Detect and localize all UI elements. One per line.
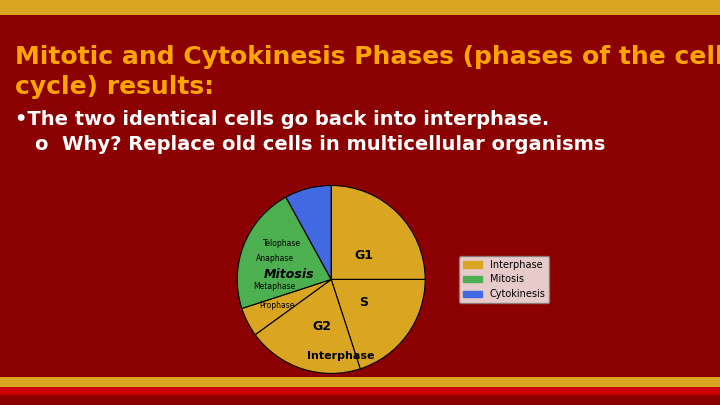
Wedge shape — [242, 279, 331, 335]
Text: S: S — [359, 296, 369, 309]
Text: Anaphase: Anaphase — [256, 254, 294, 263]
Text: Telophase: Telophase — [264, 239, 302, 248]
Wedge shape — [331, 279, 426, 369]
Text: Prophase: Prophase — [259, 301, 294, 310]
Wedge shape — [331, 185, 426, 279]
Legend: Interphase, Mitosis, Cytokinesis: Interphase, Mitosis, Cytokinesis — [459, 256, 549, 303]
Wedge shape — [238, 197, 331, 309]
Text: •The two identical cells go back into interphase.: •The two identical cells go back into in… — [15, 110, 549, 129]
FancyBboxPatch shape — [0, 377, 720, 387]
Text: Mitosis: Mitosis — [264, 268, 314, 281]
Text: Metaphase: Metaphase — [253, 282, 296, 292]
FancyBboxPatch shape — [0, 387, 720, 395]
Text: Mitotic and Cytokinesis Phases (phases of the cell
cycle) results:: Mitotic and Cytokinesis Phases (phases o… — [15, 45, 720, 99]
Wedge shape — [286, 185, 331, 279]
FancyBboxPatch shape — [0, 0, 720, 15]
Text: G2: G2 — [312, 320, 331, 333]
FancyBboxPatch shape — [0, 395, 720, 405]
Text: o  Why? Replace old cells in multicellular organisms: o Why? Replace old cells in multicellula… — [35, 135, 606, 154]
Text: Interphase: Interphase — [307, 352, 374, 362]
Text: G1: G1 — [354, 249, 374, 262]
Wedge shape — [255, 279, 360, 373]
